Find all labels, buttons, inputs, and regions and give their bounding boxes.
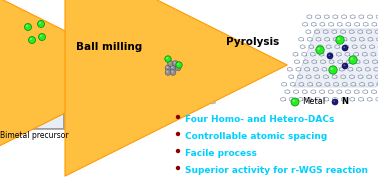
FancyBboxPatch shape	[5, 70, 63, 128]
Circle shape	[350, 58, 353, 60]
Circle shape	[176, 115, 180, 119]
Circle shape	[167, 61, 174, 66]
Circle shape	[166, 57, 168, 59]
Circle shape	[331, 67, 333, 70]
Circle shape	[30, 25, 33, 27]
Circle shape	[316, 46, 324, 54]
Circle shape	[342, 63, 348, 69]
Circle shape	[39, 33, 45, 40]
Text: Pyrolysis: Pyrolysis	[226, 37, 279, 47]
Circle shape	[26, 25, 28, 27]
Circle shape	[176, 166, 180, 170]
Circle shape	[328, 55, 330, 56]
Circle shape	[165, 65, 171, 71]
Circle shape	[293, 100, 295, 102]
Circle shape	[28, 30, 29, 32]
Circle shape	[39, 30, 40, 32]
Circle shape	[177, 63, 179, 65]
Circle shape	[30, 38, 32, 40]
Circle shape	[171, 71, 173, 73]
Circle shape	[37, 20, 45, 27]
Circle shape	[176, 66, 178, 68]
Circle shape	[171, 66, 173, 68]
Circle shape	[37, 29, 44, 35]
Circle shape	[170, 70, 176, 75]
Circle shape	[36, 25, 38, 27]
Circle shape	[176, 149, 180, 153]
Text: Four Homo- and Hetero-DACs: Four Homo- and Hetero-DACs	[185, 115, 335, 124]
Text: Facile process: Facile process	[185, 149, 257, 158]
Circle shape	[344, 46, 345, 48]
Circle shape	[32, 29, 38, 35]
Circle shape	[174, 62, 176, 64]
Circle shape	[32, 34, 38, 40]
Polygon shape	[294, 29, 378, 87]
Circle shape	[318, 48, 320, 50]
Circle shape	[26, 29, 33, 35]
Circle shape	[170, 65, 176, 71]
Circle shape	[332, 99, 338, 105]
Circle shape	[349, 56, 357, 64]
Circle shape	[165, 56, 171, 62]
Circle shape	[176, 132, 180, 136]
Circle shape	[173, 61, 178, 66]
Circle shape	[329, 66, 337, 74]
Text: Controllable atomic spacing: Controllable atomic spacing	[185, 132, 327, 141]
Circle shape	[176, 62, 182, 68]
Polygon shape	[146, 51, 228, 93]
Circle shape	[28, 36, 36, 43]
Circle shape	[25, 24, 31, 30]
Circle shape	[342, 45, 348, 51]
Circle shape	[33, 35, 35, 37]
Text: Metal: Metal	[302, 98, 325, 106]
Circle shape	[166, 66, 168, 68]
Text: Superior activity for r-WGS reaction: Superior activity for r-WGS reaction	[185, 166, 368, 175]
Text: N: N	[341, 98, 348, 106]
Circle shape	[175, 65, 181, 71]
Circle shape	[327, 53, 333, 59]
Circle shape	[165, 70, 171, 75]
Circle shape	[169, 62, 170, 64]
Circle shape	[344, 64, 345, 66]
Text: Ball milling: Ball milling	[76, 42, 143, 52]
Circle shape	[29, 24, 36, 30]
Circle shape	[333, 101, 335, 102]
Circle shape	[33, 30, 35, 32]
Circle shape	[28, 35, 29, 37]
Circle shape	[40, 35, 42, 37]
Circle shape	[291, 98, 299, 106]
Circle shape	[34, 24, 41, 30]
Circle shape	[338, 38, 340, 40]
Ellipse shape	[12, 85, 56, 119]
Circle shape	[39, 22, 41, 24]
FancyBboxPatch shape	[7, 72, 65, 130]
Circle shape	[166, 71, 168, 73]
Text: Bimetal precursor: Bimetal precursor	[0, 131, 68, 140]
Circle shape	[26, 34, 33, 40]
Circle shape	[336, 36, 344, 44]
